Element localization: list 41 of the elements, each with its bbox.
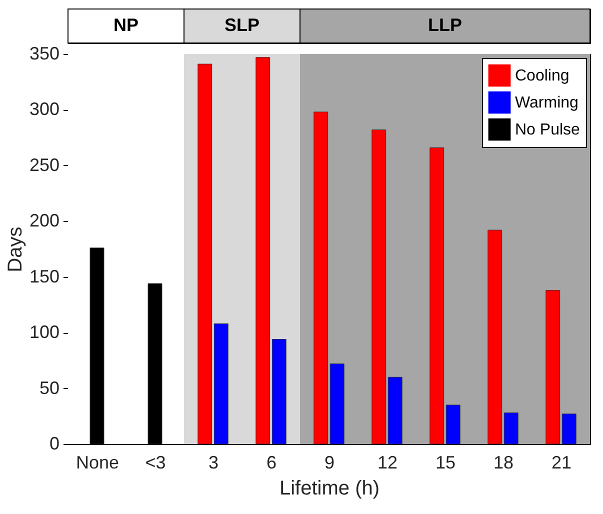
bar [330, 364, 344, 444]
y-tick-label: 250 [29, 154, 60, 175]
bar [430, 147, 444, 444]
bar [446, 404, 460, 444]
y-tick-label: 100 [29, 322, 60, 342]
band-label: NP [113, 15, 139, 35]
x-tick-label: 6 [266, 452, 277, 472]
bar [488, 230, 502, 444]
x-tick-label: None [76, 452, 120, 472]
x-tick-label: 15 [435, 452, 456, 472]
bar [546, 290, 560, 444]
x-tick-label: 3 [208, 452, 219, 472]
x-tick-label: <3 [145, 452, 166, 472]
bar [504, 412, 518, 444]
x-tick-label: 9 [324, 452, 335, 472]
y-axis-title: Days [4, 226, 26, 272]
bar [372, 130, 386, 444]
y-tick-label: 150 [29, 266, 60, 286]
x-axis-title: Lifetime (h) [279, 478, 380, 500]
bar [148, 283, 162, 444]
bar [256, 57, 270, 444]
bar [198, 64, 212, 444]
bar [388, 376, 402, 444]
band-label: SLP [224, 15, 260, 35]
y-tick-label: 0 [49, 434, 60, 454]
legend-label: No Pulse [515, 122, 580, 138]
x-tick-label: 12 [377, 452, 398, 472]
bar [272, 339, 286, 444]
x-tick-label: 18 [493, 452, 514, 472]
bar [90, 248, 104, 444]
bar [562, 414, 576, 444]
legend-label: Warming [515, 94, 578, 112]
y-tick-label: 350 [29, 44, 60, 64]
band-label: LLP [428, 15, 462, 35]
x-tick-label: 21 [551, 452, 572, 472]
legend-label: Cooling [515, 68, 570, 84]
bar [314, 112, 328, 444]
bar [214, 323, 228, 444]
y-tick-label: 50 [39, 378, 60, 398]
y-tick-label: 200 [29, 210, 60, 231]
y-tick-label: 300 [29, 99, 60, 120]
